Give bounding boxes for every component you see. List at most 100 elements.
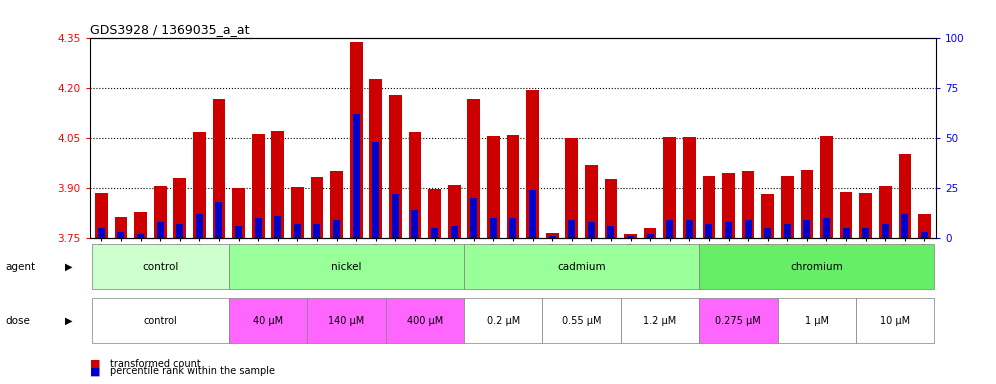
Bar bbox=[470, 198, 477, 238]
Bar bbox=[918, 214, 931, 238]
Bar bbox=[467, 99, 480, 238]
Bar bbox=[252, 134, 265, 238]
Bar bbox=[235, 226, 242, 238]
Text: 0.55 μM: 0.55 μM bbox=[562, 316, 602, 326]
Bar bbox=[804, 220, 811, 238]
Bar bbox=[683, 137, 695, 238]
Bar bbox=[428, 189, 441, 238]
Bar bbox=[291, 187, 304, 238]
Bar bbox=[722, 173, 735, 238]
Bar bbox=[331, 171, 343, 238]
Bar bbox=[878, 186, 891, 238]
Bar bbox=[643, 228, 656, 238]
Text: 140 μM: 140 μM bbox=[329, 316, 365, 326]
Bar bbox=[311, 177, 324, 238]
Text: percentile rank within the sample: percentile rank within the sample bbox=[110, 366, 275, 376]
Bar bbox=[487, 136, 500, 238]
Bar bbox=[370, 79, 382, 238]
Text: 40 μM: 40 μM bbox=[253, 316, 283, 326]
FancyBboxPatch shape bbox=[92, 298, 229, 343]
Bar bbox=[294, 224, 301, 238]
Bar bbox=[624, 234, 636, 238]
Bar bbox=[569, 220, 576, 238]
Bar bbox=[274, 216, 281, 238]
Bar bbox=[761, 194, 774, 238]
Bar bbox=[745, 220, 752, 238]
Text: transformed count: transformed count bbox=[110, 359, 200, 369]
Bar bbox=[176, 224, 183, 238]
FancyBboxPatch shape bbox=[543, 298, 621, 343]
Bar bbox=[95, 194, 108, 238]
Bar bbox=[173, 177, 186, 238]
Bar bbox=[333, 220, 340, 238]
Bar bbox=[784, 224, 791, 238]
FancyBboxPatch shape bbox=[229, 245, 464, 290]
Bar bbox=[860, 194, 872, 238]
Bar bbox=[389, 94, 401, 238]
Bar bbox=[686, 220, 693, 238]
Bar bbox=[450, 226, 457, 238]
Bar bbox=[863, 228, 870, 238]
Bar bbox=[705, 224, 712, 238]
Text: 10 μM: 10 μM bbox=[880, 316, 910, 326]
FancyBboxPatch shape bbox=[385, 298, 464, 343]
Bar bbox=[566, 138, 578, 238]
Bar bbox=[314, 224, 321, 238]
Text: nickel: nickel bbox=[331, 262, 362, 272]
Bar bbox=[212, 99, 225, 238]
Bar bbox=[840, 192, 853, 238]
Bar bbox=[196, 214, 203, 238]
Bar bbox=[448, 185, 460, 238]
FancyBboxPatch shape bbox=[621, 298, 699, 343]
Text: ▶: ▶ bbox=[65, 316, 73, 326]
Text: chromium: chromium bbox=[790, 262, 843, 272]
Bar bbox=[255, 218, 262, 238]
FancyBboxPatch shape bbox=[464, 298, 543, 343]
Bar bbox=[843, 228, 850, 238]
Bar bbox=[549, 236, 556, 238]
Bar bbox=[98, 228, 105, 238]
Bar bbox=[156, 222, 163, 238]
FancyBboxPatch shape bbox=[699, 245, 934, 290]
FancyBboxPatch shape bbox=[464, 245, 699, 290]
Bar bbox=[546, 233, 559, 238]
Text: ▶: ▶ bbox=[65, 262, 73, 272]
Bar bbox=[921, 232, 928, 238]
Bar bbox=[408, 132, 421, 238]
Bar bbox=[702, 176, 715, 238]
Bar bbox=[431, 228, 438, 238]
FancyBboxPatch shape bbox=[856, 298, 934, 343]
Bar bbox=[373, 142, 379, 238]
Bar bbox=[588, 222, 595, 238]
Bar bbox=[411, 210, 418, 238]
Bar bbox=[353, 114, 360, 238]
Bar bbox=[232, 189, 245, 238]
Text: cadmium: cadmium bbox=[557, 262, 606, 272]
Bar bbox=[507, 135, 519, 238]
Text: 1.2 μM: 1.2 μM bbox=[643, 316, 676, 326]
Text: 0.275 μM: 0.275 μM bbox=[715, 316, 761, 326]
Bar bbox=[529, 190, 536, 238]
Bar bbox=[881, 224, 888, 238]
FancyBboxPatch shape bbox=[699, 298, 778, 343]
Text: control: control bbox=[142, 262, 178, 272]
Bar bbox=[350, 42, 363, 238]
Bar bbox=[764, 228, 771, 238]
FancyBboxPatch shape bbox=[229, 298, 307, 343]
Bar bbox=[666, 220, 673, 238]
Bar bbox=[663, 137, 676, 238]
Bar bbox=[646, 234, 653, 238]
Bar bbox=[137, 234, 144, 238]
Bar bbox=[193, 132, 206, 238]
Bar bbox=[901, 214, 908, 238]
FancyBboxPatch shape bbox=[778, 298, 856, 343]
Bar bbox=[134, 212, 147, 238]
Bar bbox=[271, 131, 284, 238]
Bar bbox=[801, 169, 814, 238]
Bar bbox=[608, 226, 615, 238]
Text: 1 μM: 1 μM bbox=[805, 316, 829, 326]
Text: control: control bbox=[143, 316, 177, 326]
Bar bbox=[585, 165, 598, 238]
Bar bbox=[627, 236, 634, 238]
Bar bbox=[215, 202, 222, 238]
